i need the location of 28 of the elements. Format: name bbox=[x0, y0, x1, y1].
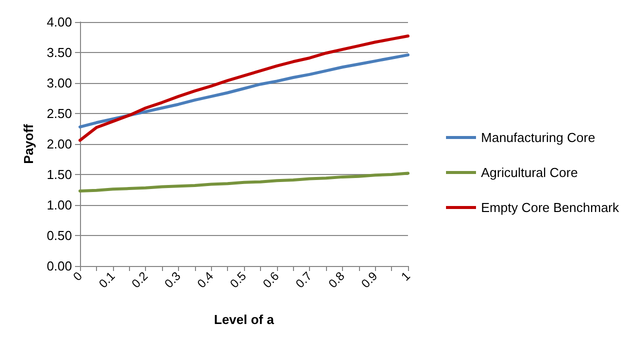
line-series bbox=[78, 34, 410, 142]
x-tick-label: 0.1 bbox=[96, 268, 118, 291]
y-tick-label: 3.50 bbox=[46, 45, 72, 60]
legend-label: Empty Core Benchmark bbox=[481, 200, 620, 215]
legend-label: Agricultural Core bbox=[481, 165, 578, 180]
y-tick-label: 2.50 bbox=[46, 106, 72, 121]
y-axis-title: Payoff bbox=[21, 123, 36, 164]
x-tick-label: 0.7 bbox=[292, 268, 315, 291]
y-tick-label: 0.50 bbox=[46, 228, 72, 243]
x-tick-label: 0.6 bbox=[260, 268, 282, 291]
y-tick-label: 1.50 bbox=[46, 167, 72, 182]
x-tick-label: 0.3 bbox=[162, 268, 184, 291]
y-tick-label: 2.00 bbox=[46, 136, 72, 152]
x-tick-label: 0.2 bbox=[128, 268, 151, 291]
x-tick-label: 0.8 bbox=[326, 268, 348, 291]
y-tick-label: 0.00 bbox=[46, 258, 72, 274]
x-tick-label: 1 bbox=[398, 268, 414, 284]
y-tick-label: 1.00 bbox=[46, 198, 72, 212]
x-tick-label: 0 bbox=[70, 268, 86, 284]
x-tick-label: 0.4 bbox=[194, 268, 216, 291]
x-axis-title: Level of a bbox=[214, 312, 275, 327]
y-tick-label: 4.00 bbox=[46, 14, 72, 30]
line-series bbox=[78, 53, 410, 128]
x-tick-label: 0.5 bbox=[227, 268, 250, 291]
line-series bbox=[78, 172, 410, 192]
y-tick-label: 3.00 bbox=[46, 76, 72, 90]
x-tick-label: 0.9 bbox=[358, 268, 380, 291]
legend-label: Manufacturing Core bbox=[481, 130, 596, 145]
